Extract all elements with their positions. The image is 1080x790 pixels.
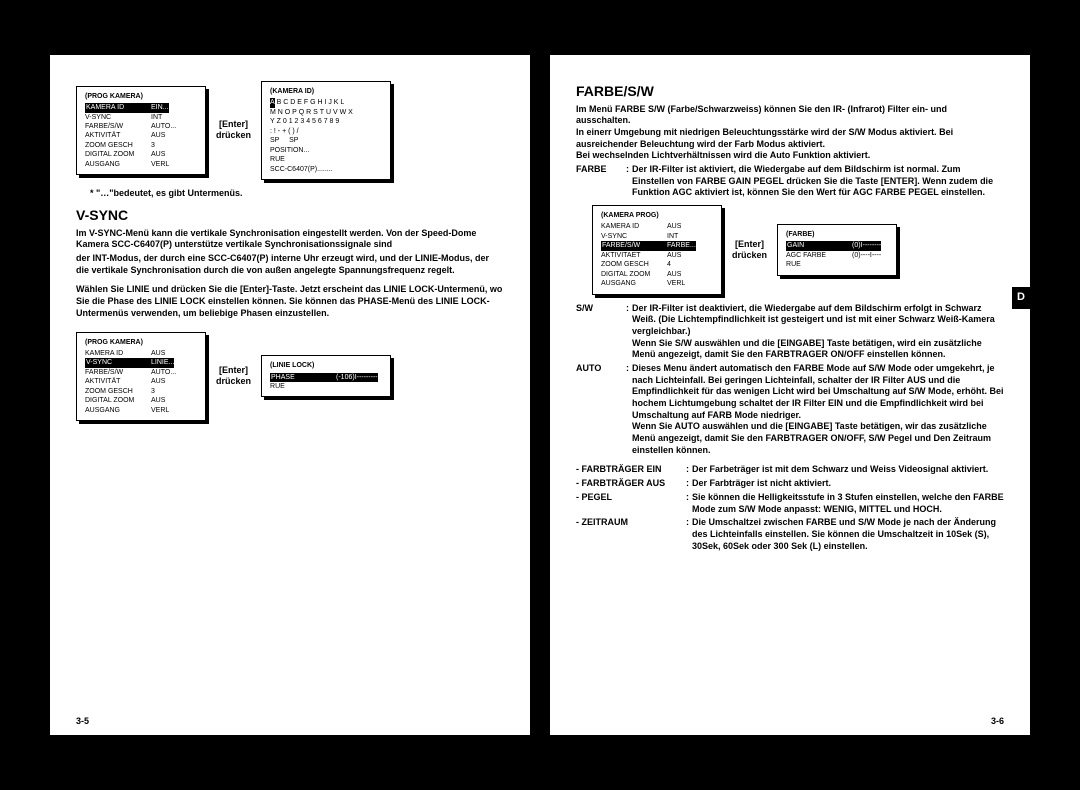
- submenu-note: * "…"bedeutet, es gibt Untermenüs.: [90, 188, 504, 199]
- auto-def: Dieses Menu ändert automatisch den FARBE…: [632, 363, 1004, 457]
- menu-pair-bottom: (PROG KAMERA)KAMERA IDAUSV-SYNCLINIE...F…: [76, 332, 504, 422]
- sub-definitions: - FARBTRÄGER EIN:Der Farbeträger ist mit…: [576, 464, 1004, 552]
- enter-label: [Enter] drücken: [216, 119, 251, 142]
- enter-label-3: [Enter] drücken: [732, 239, 767, 262]
- sub-def-row: - FARBTRÄGER EIN:Der Farbeträger ist mit…: [576, 464, 1004, 476]
- auto-def-row: AUTO : Dieses Menu ändert automatisch de…: [576, 363, 1004, 457]
- menu-linie-lock: (LINIE LOCK)PHASE(-106)I---------RUE: [261, 355, 391, 397]
- farbe-def-row: FARBE : Der IR-Filter ist aktiviert, die…: [576, 164, 1004, 199]
- farbe-term: FARBE: [576, 164, 626, 199]
- sub-def-row: - PEGEL:Sie können die Helligkeitsstufe …: [576, 492, 1004, 515]
- vsync-para1: Im V-SYNC-Menü kann die vertikale Synchr…: [76, 228, 504, 251]
- sw-def: Der IR-Filter ist deaktiviert, die Wiede…: [632, 303, 1004, 361]
- menu-prog-kamera-2: (PROG KAMERA)KAMERA IDAUSV-SYNCLINIE...F…: [76, 332, 206, 422]
- vsync-heading: V-SYNC: [76, 207, 504, 225]
- menu-kamera-id: (KAMERA ID)A B C D E F G H I J K LM N O …: [261, 81, 391, 180]
- section-tab: D: [1012, 287, 1030, 309]
- farbe-intro: Im Menü FARBE S/W (Farbe/Schwarzweiss) k…: [576, 104, 1004, 162]
- farbe-def: Der IR-Filter ist aktiviert, die Wiederg…: [632, 164, 1004, 199]
- menu-kamera-prog: (KAMERA PROG)KAMERA IDAUSV-SYNCINTFARBE/…: [592, 205, 722, 295]
- vsync-para2: der INT-Modus, der durch eine SCC-C6407(…: [76, 253, 504, 276]
- sw-term: S/W: [576, 303, 626, 361]
- sub-def-row: - FARBTRÄGER AUS:Der Farbträger ist nich…: [576, 478, 1004, 490]
- vsync-para3: Wählen Sie LINIE und drücken Sie die [En…: [76, 284, 504, 319]
- right-page: FARBE/S/W Im Menü FARBE S/W (Farbe/Schwa…: [550, 55, 1030, 735]
- menu-pair-right: (KAMERA PROG)KAMERA IDAUSV-SYNCINTFARBE/…: [592, 205, 1004, 295]
- sub-def-row: - ZEITRAUM:Die Umschaltzei zwischen FARB…: [576, 517, 1004, 552]
- menu-prog-kamera-1: (PROG KAMERA)KAMERA IDEIN...V-SYNCINTFAR…: [76, 86, 206, 176]
- enter-label-2: [Enter] drücken: [216, 365, 251, 388]
- farbe-heading: FARBE/S/W: [576, 83, 1004, 101]
- page-number-left: 3-5: [76, 716, 89, 727]
- menu-farbe: (FARBE)GAIN(0)I--------AGC FARBE(0)----I…: [777, 224, 897, 276]
- menu-pair-top: (PROG KAMERA)KAMERA IDEIN...V-SYNCINTFAR…: [76, 81, 504, 180]
- sw-def-row: S/W : Der IR-Filter ist deaktiviert, die…: [576, 303, 1004, 361]
- auto-term: AUTO: [576, 363, 626, 457]
- left-page: (PROG KAMERA)KAMERA IDEIN...V-SYNCINTFAR…: [50, 55, 530, 735]
- page-number-right: 3-6: [991, 716, 1004, 727]
